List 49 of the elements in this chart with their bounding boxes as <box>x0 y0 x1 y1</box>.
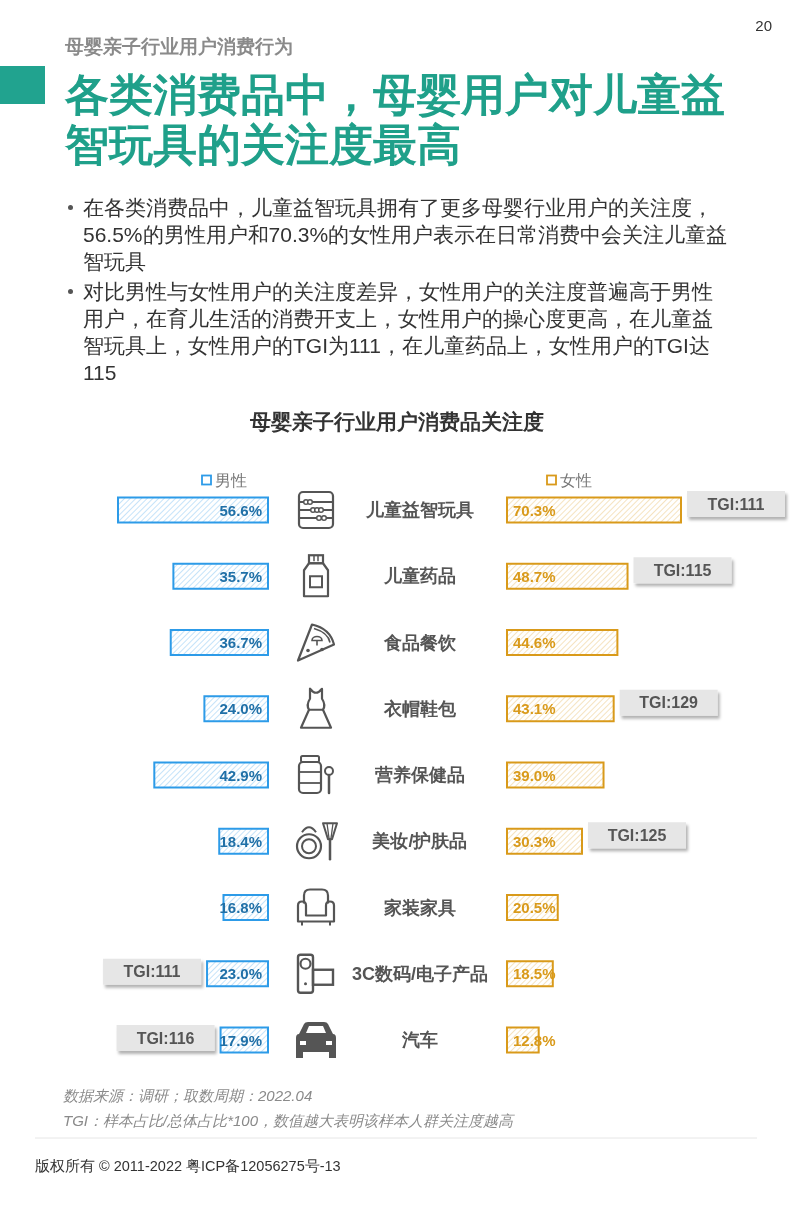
text: 母婴亲子行业用户消费行为 <box>65 35 294 59</box>
text: 版权所有 © 2011-2022 粤ICP备12056275号-13 <box>35 1157 342 1176</box>
text: 母婴亲子行业用户消费品关注度 <box>249 409 544 433</box>
data-label: 35.7% <box>219 567 262 585</box>
data-label: 30.3% <box>513 832 556 850</box>
bar <box>153 761 269 789</box>
y-tick-label: 汽车 <box>401 1030 438 1050</box>
y-tick-label: 儿童益智玩具 <box>365 500 474 520</box>
bar <box>117 496 269 524</box>
text: TGI：样本占比/总体占比*100，数值越大表明该样本人群关注度越高 <box>63 1111 516 1131</box>
legend-label: 女性 <box>560 471 592 489</box>
y-tick-label: 儿童药品 <box>383 566 456 587</box>
bar <box>506 761 605 789</box>
annotation: TGI:111 <box>123 963 181 981</box>
y-tick-label: 家装家具 <box>383 897 456 918</box>
bar <box>169 629 269 656</box>
text: 各类消费品中，母婴用户对儿童益智玩具的关注度最高 <box>65 70 726 170</box>
data-label: 56.6% <box>219 501 262 519</box>
data-label: 36.7% <box>219 634 262 651</box>
bar <box>506 562 629 590</box>
data-label: 24.0% <box>219 700 262 718</box>
data-label: 23.0% <box>219 965 262 983</box>
y-tick-label: 3C数码/电子产品 <box>351 963 489 984</box>
text: 对比男性与女性用户的关注度差异，女性用户的关注度普遍高于男性用户，在育儿生活的消费开支上，女性用户的操心度更高，在儿童益智玩具上，女性用户的TGI为111，在儿童药品上，女性用户的TGI达115 <box>83 279 714 386</box>
data-label: 20.5% <box>513 899 556 916</box>
legend-label: 男性 <box>215 471 247 489</box>
data-label: 48.7% <box>513 567 556 585</box>
data-label: 39.0% <box>513 766 556 784</box>
data-label: 18.4% <box>219 832 262 850</box>
annotation: TGI:111 <box>707 495 765 513</box>
data-label: 42.9% <box>219 766 262 784</box>
data-label: 44.6% <box>513 634 556 651</box>
annotation: TGI:129 <box>639 694 699 712</box>
y-tick-label: 营养保健品 <box>374 765 465 785</box>
bar <box>172 562 269 590</box>
annotation: TGI:125 <box>607 826 667 844</box>
text: 20 <box>754 17 772 34</box>
text: 在各类消费品中，儿童益智玩具拥有了更多母婴行业用户的关注度，56.5%的男性用户和70.3%的女性用户表示在日常消费中会关注儿童益智玩具 <box>83 195 729 275</box>
source-note: 数据来源：调研；取数周期：2022.04 <box>63 1086 314 1106</box>
annotation: TGI:116 <box>136 1029 195 1047</box>
data-label: 70.3% <box>513 501 556 519</box>
bar <box>506 496 682 524</box>
annotation: TGI:115 <box>653 561 712 579</box>
data-label: 43.1% <box>513 700 556 718</box>
bar <box>506 629 619 656</box>
y-tick-label: 食品餐饮 <box>383 632 457 653</box>
y-tick-label: 美妆/护肤品 <box>371 831 468 852</box>
y-tick-label: 衣帽鞋包 <box>383 698 457 719</box>
bar <box>506 695 615 723</box>
